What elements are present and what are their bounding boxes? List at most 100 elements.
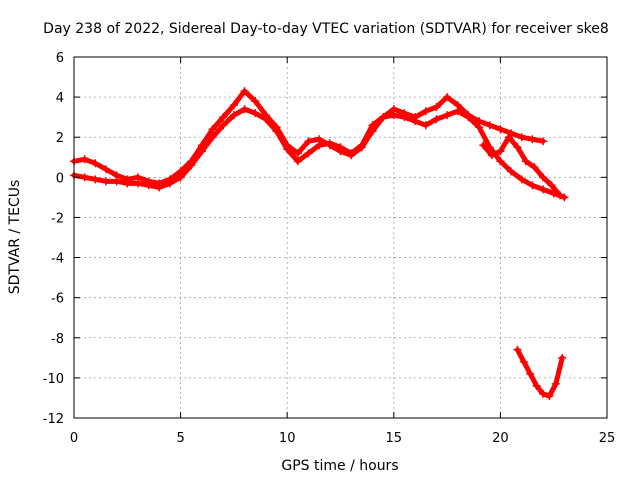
data-point: [379, 113, 388, 122]
data-point: [133, 179, 142, 188]
data-point: [272, 127, 281, 136]
data-point: [229, 111, 238, 120]
data-point: [101, 177, 110, 186]
data-point: [551, 379, 560, 388]
data-point: [432, 115, 441, 124]
series-line: [480, 134, 563, 198]
data-point: [443, 111, 452, 120]
series-track-b: [70, 105, 569, 202]
data-point: [530, 163, 539, 172]
series-line: [514, 347, 565, 399]
y-tick-label: -2: [51, 211, 64, 226]
data-point: [556, 191, 565, 200]
data-point: [547, 181, 556, 190]
data-point: [400, 113, 409, 122]
y-tick-label: 0: [56, 171, 64, 186]
data-point: [80, 155, 89, 164]
x-tick-label: 25: [599, 431, 616, 446]
data-point: [528, 135, 537, 144]
data-point: [91, 159, 100, 168]
data-point: [336, 143, 345, 152]
data-point: [229, 101, 238, 110]
y-tick-label: -4: [51, 252, 64, 267]
data-point: [496, 147, 505, 156]
y-tick-label: 2: [56, 131, 64, 146]
data-point: [101, 165, 110, 174]
y-tick-label: -12: [43, 412, 64, 427]
series-track-d: [513, 345, 567, 400]
data-point: [293, 157, 302, 166]
x-tick-label: 20: [492, 431, 509, 446]
data-point: [208, 125, 217, 134]
data-point: [528, 181, 537, 190]
x-tick-label: 0: [70, 431, 78, 446]
data-point: [197, 147, 206, 156]
data-point: [421, 121, 430, 130]
data-point: [539, 173, 548, 182]
data-point: [464, 113, 473, 122]
data-point: [251, 109, 260, 118]
data-point: [507, 167, 516, 176]
data-point: [251, 97, 260, 106]
x-tick-label: 5: [176, 431, 184, 446]
data-point: [526, 369, 535, 378]
y-tick-label: -6: [51, 292, 64, 307]
data-point: [123, 179, 132, 188]
tick-group: [73, 56, 608, 419]
data-point: [389, 111, 398, 120]
data-point: [283, 145, 292, 154]
data-point: [532, 381, 541, 390]
data-point: [560, 193, 569, 202]
data-point: [453, 107, 462, 116]
data-point: [504, 133, 513, 142]
data-point: [539, 137, 548, 146]
data-point: [517, 133, 526, 142]
data-point: [479, 141, 488, 150]
x-tick-label: 10: [279, 431, 296, 446]
y-tick-label: -10: [43, 372, 64, 387]
data-point: [112, 177, 121, 186]
chart-title: Day 238 of 2022, Sidereal Day-to-day VTE…: [43, 21, 609, 37]
data-point: [411, 117, 420, 126]
data-point: [519, 357, 528, 366]
x-axis-label: GPS time / hours: [281, 458, 398, 474]
data-point: [155, 183, 164, 192]
data-point: [487, 151, 496, 160]
y-tick-label: 4: [56, 91, 64, 106]
data-point: [219, 121, 228, 130]
data-point: [144, 181, 153, 190]
data-point: [517, 175, 526, 184]
data-point: [208, 133, 217, 142]
data-point: [187, 161, 196, 170]
data-point: [432, 103, 441, 112]
data-point: [496, 157, 505, 166]
y-tick-label: -8: [51, 332, 64, 347]
data-point: [91, 175, 100, 184]
data-point: [485, 121, 494, 130]
data-point: [368, 121, 377, 130]
data-point: [539, 185, 548, 194]
data-point: [315, 141, 324, 150]
y-axis-label: SDTVAR / TECUs: [7, 180, 23, 295]
data-point: [293, 149, 302, 158]
x-tick-label: 15: [386, 431, 403, 446]
data-point: [304, 149, 313, 158]
data-point: [240, 87, 249, 96]
data-point: [521, 157, 530, 166]
data-point: [357, 141, 366, 150]
data-point: [80, 173, 89, 182]
data-point: [545, 391, 554, 400]
series-track-c: [479, 133, 565, 200]
data-point: [558, 353, 567, 362]
data-point: [261, 115, 270, 124]
data-point: [513, 143, 522, 152]
data-point: [539, 389, 548, 398]
plot-frame: [73, 56, 608, 419]
data-point: [475, 123, 484, 132]
y-tick-label: 6: [56, 51, 64, 66]
data-point: [496, 125, 505, 134]
data-point: [347, 149, 356, 158]
series-group: [70, 87, 569, 400]
